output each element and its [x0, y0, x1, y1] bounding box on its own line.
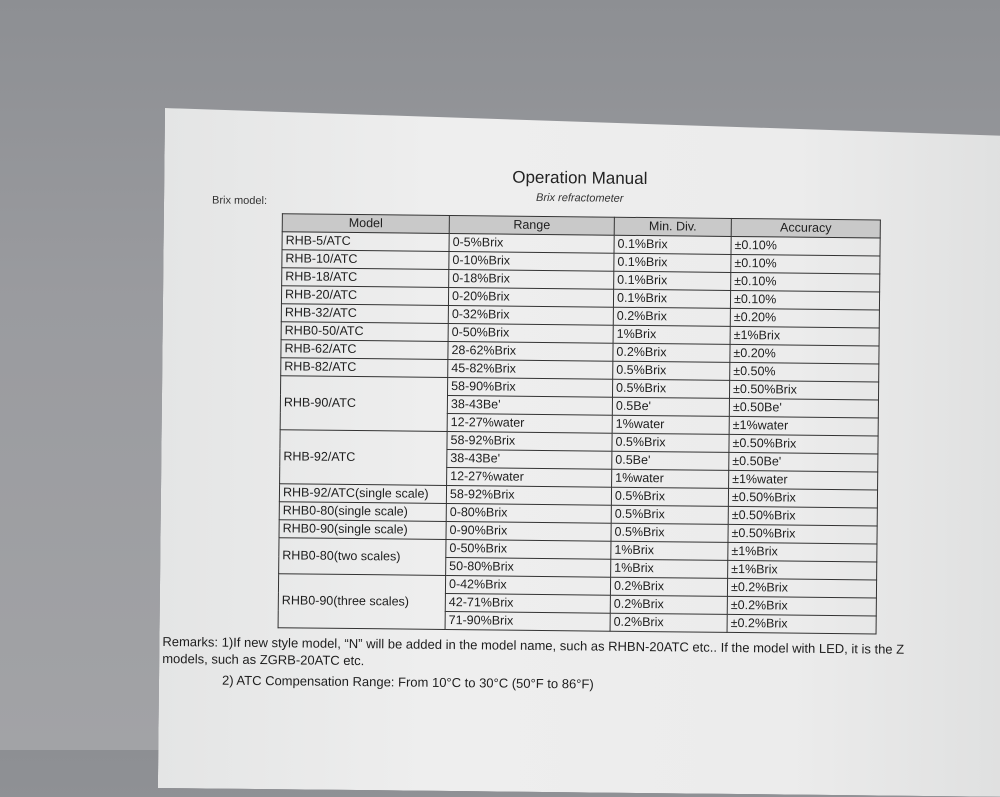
model-cell: RHB0-50/ATC — [281, 322, 448, 342]
spec-table: Model Range Min. Div. Accuracy RHB-5/ATC 0-5… — [278, 213, 881, 634]
model-cell: RHB-18/ATC — [282, 268, 449, 288]
min-div-cell: 0.1%Brix — [614, 253, 731, 272]
min-div-cell: 0.5%Brix — [612, 433, 729, 452]
section-label: Brix model: — [211, 194, 268, 208]
column-header: Model — [282, 214, 449, 234]
remark-2: 2) ATC Compensation Range: From 10°C to … — [221, 672, 594, 692]
range-cell: 0-80%Brix — [446, 503, 611, 523]
min-div-cell: 1%Brix — [613, 325, 730, 344]
min-div-cell: 0.5%Brix — [611, 523, 728, 542]
model-cell: RHB0-90(three scales) — [278, 574, 446, 630]
min-div-cell: 0.5%Brix — [613, 361, 730, 380]
range-cell: 0-20%Brix — [448, 287, 613, 307]
model-cell: RHB-90/ATC — [280, 376, 448, 432]
model-cell: RHB-62/ATC — [281, 340, 448, 360]
column-header: Range — [449, 215, 614, 235]
accuracy-cell: ±0.50%Brix — [728, 506, 877, 526]
model-cell: RHB0-80(two scales) — [279, 538, 446, 576]
accuracy-cell: ±0.20% — [730, 308, 879, 328]
range-cell: 50-80%Brix — [446, 557, 611, 577]
model-cell: RHB-92/ATC — [280, 430, 448, 486]
accuracy-cell: ±0.50%Brix — [729, 380, 878, 400]
accuracy-cell: ±0.2%Brix — [727, 614, 876, 634]
range-cell: 0-5%Brix — [449, 233, 614, 253]
page-subtitle: Brix refractometer — [536, 191, 624, 205]
range-cell: 12-27%water — [447, 467, 612, 487]
remarks: Remarks: 1)If new style model, “N” will … — [162, 633, 1000, 697]
column-header: Accuracy — [731, 218, 880, 238]
accuracy-cell: ±0.50%Brix — [728, 524, 877, 544]
accuracy-cell: ±0.50% — [730, 362, 879, 382]
accuracy-cell: ±0.2%Brix — [727, 596, 876, 616]
accuracy-cell: ±1%water — [729, 470, 878, 490]
range-cell: 42-71%Brix — [445, 593, 610, 613]
accuracy-cell: ±0.50%Brix — [728, 488, 877, 508]
model-cell: RHB-10/ATC — [282, 250, 449, 270]
min-div-cell: 1%Brix — [611, 559, 728, 578]
min-div-cell: 0.1%Brix — [614, 271, 731, 290]
model-cell: RHB-92/ATC(single scale) — [279, 484, 446, 504]
accuracy-cell: ±0.20% — [730, 344, 879, 364]
range-cell: 38-43Be' — [447, 395, 612, 415]
range-cell: 38-43Be' — [447, 449, 612, 469]
range-cell: 0-90%Brix — [446, 521, 611, 541]
range-cell: 28-62%Brix — [448, 341, 613, 361]
manual-page: Operation Manual Brix refractometer Brix… — [158, 108, 1000, 797]
min-div-cell: 1%Brix — [611, 541, 728, 560]
page-title: Operation Manual — [512, 167, 648, 189]
model-cell: RHB-82/ATC — [281, 358, 448, 378]
accuracy-cell: ±0.50Be' — [729, 398, 878, 418]
accuracy-cell: ±0.10% — [731, 236, 880, 256]
model-cell: RHB-32/ATC — [281, 304, 448, 324]
min-div-cell: 0.2%Brix — [613, 307, 730, 326]
accuracy-cell: ±0.10% — [731, 272, 880, 292]
range-cell: 0-18%Brix — [449, 269, 614, 289]
accuracy-cell: ±0.50Be' — [729, 452, 878, 472]
accuracy-cell: ±0.50%Brix — [729, 434, 878, 454]
range-cell: 58-90%Brix — [448, 377, 613, 397]
range-cell: 45-82%Brix — [448, 359, 613, 379]
model-cell: RHB-20/ATC — [281, 286, 448, 306]
page-content: Model Range Min. Div. Accuracy RHB-5/ATC 0-5… — [159, 212, 1000, 697]
min-div-cell: 1%water — [612, 415, 729, 434]
range-cell: 0-42%Brix — [445, 575, 610, 595]
column-header: Min. Div. — [614, 217, 731, 236]
range-cell: 0-10%Brix — [449, 251, 614, 271]
model-cell: RHB0-80(single scale) — [279, 502, 446, 522]
min-div-cell: 0.5Be' — [612, 397, 729, 416]
min-div-cell: 0.1%Brix — [614, 235, 731, 254]
min-div-cell: 0.5%Brix — [612, 379, 729, 398]
model-cell: RHB-5/ATC — [282, 232, 449, 252]
model-cell: RHB0-90(single scale) — [279, 520, 446, 540]
min-div-cell: 0.2%Brix — [610, 577, 727, 596]
accuracy-cell: ±0.10% — [731, 254, 880, 274]
accuracy-cell: ±0.10% — [730, 290, 879, 310]
range-cell: 71-90%Brix — [445, 611, 610, 631]
min-div-cell: 0.5%Brix — [611, 487, 728, 506]
range-cell: 0-50%Brix — [446, 539, 611, 559]
range-cell: 58-92%Brix — [447, 431, 612, 451]
range-cell: 0-32%Brix — [448, 305, 613, 325]
min-div-cell: 0.2%Brix — [613, 343, 730, 362]
min-div-cell: 0.1%Brix — [613, 289, 730, 308]
min-div-cell: 0.5Be' — [612, 451, 729, 470]
min-div-cell: 0.2%Brix — [610, 613, 727, 632]
accuracy-cell: ±1%Brix — [728, 560, 877, 580]
min-div-cell: 0.5%Brix — [611, 505, 728, 524]
accuracy-cell: ±1%water — [729, 416, 878, 436]
accuracy-cell: ±1%Brix — [728, 542, 877, 562]
min-div-cell: 1%water — [612, 469, 729, 488]
range-cell: 12-27%water — [447, 413, 612, 433]
range-cell: 58-92%Brix — [446, 485, 611, 505]
min-div-cell: 0.2%Brix — [610, 595, 727, 614]
range-cell: 0-50%Brix — [448, 323, 613, 343]
accuracy-cell: ±1%Brix — [730, 326, 879, 346]
accuracy-cell: ±0.2%Brix — [727, 578, 876, 598]
